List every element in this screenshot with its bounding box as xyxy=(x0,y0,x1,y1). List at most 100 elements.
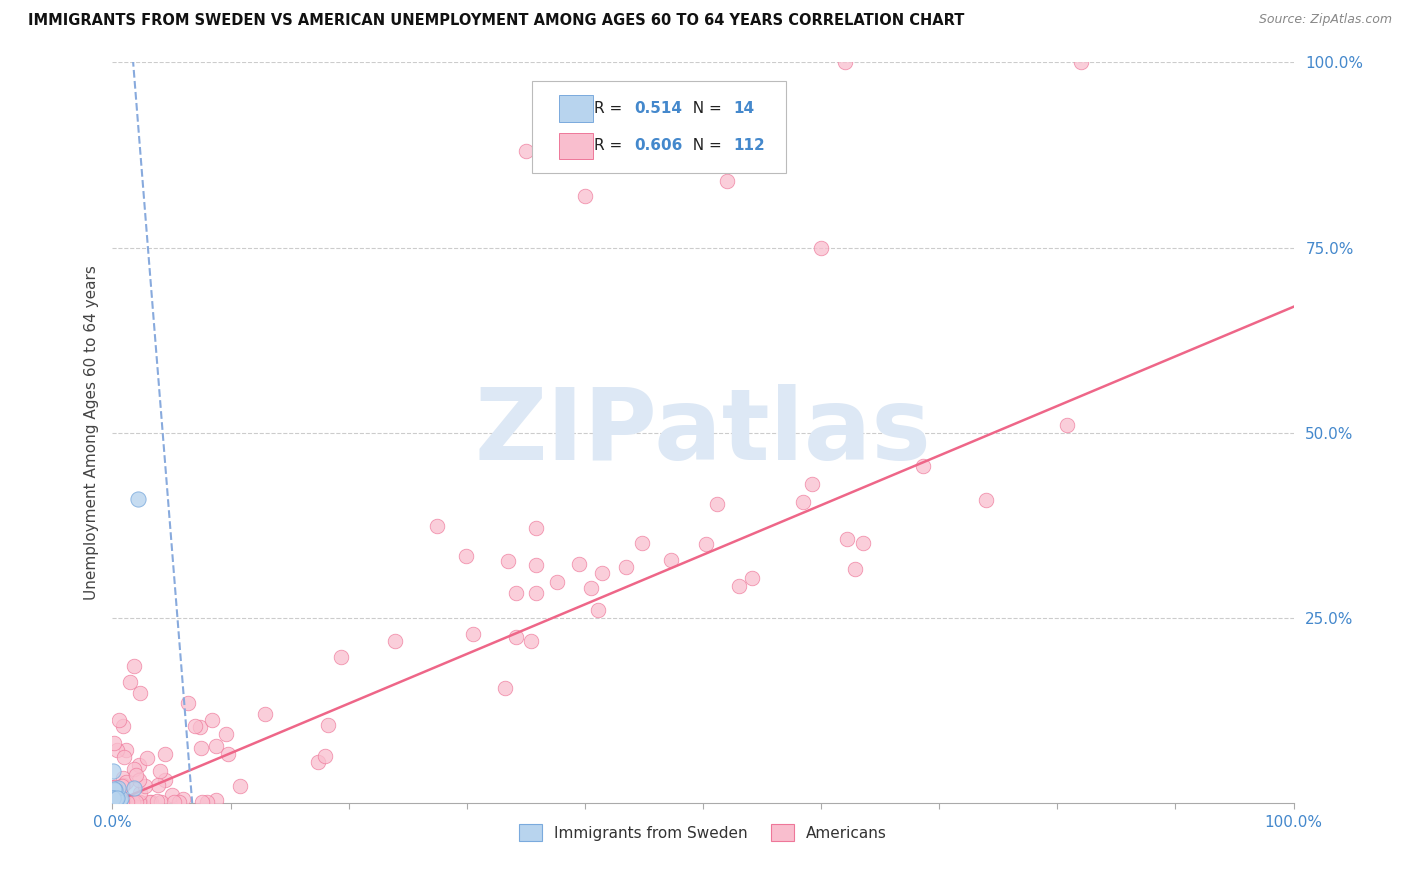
Point xyxy=(111,795,134,809)
Point xyxy=(614,560,637,574)
Point xyxy=(659,553,682,567)
Point xyxy=(188,720,211,734)
Point xyxy=(112,718,135,732)
Point xyxy=(103,782,125,797)
Y-axis label: Unemployment Among Ages 60 to 64 years: Unemployment Among Ages 60 to 64 years xyxy=(83,265,98,600)
Point xyxy=(728,578,751,592)
Point xyxy=(329,649,352,664)
Text: IMMIGRANTS FROM SWEDEN VS AMERICAN UNEMPLOYMENT AMONG AGES 60 TO 64 YEARS CORREL: IMMIGRANTS FROM SWEDEN VS AMERICAN UNEMP… xyxy=(28,13,965,29)
Point xyxy=(111,779,134,793)
Point xyxy=(695,537,717,551)
Point xyxy=(579,581,602,595)
Point xyxy=(201,713,224,727)
Point xyxy=(215,726,238,740)
Point xyxy=(122,659,145,673)
Point xyxy=(520,633,543,648)
Point xyxy=(128,757,150,772)
Point xyxy=(568,557,591,571)
Point xyxy=(115,742,138,756)
Point xyxy=(135,751,157,765)
Point xyxy=(461,627,484,641)
Point xyxy=(110,791,132,805)
Point xyxy=(834,55,856,70)
Point xyxy=(177,697,200,711)
Point xyxy=(103,791,125,805)
Point xyxy=(103,787,125,801)
Point xyxy=(384,634,406,648)
Point xyxy=(229,779,252,793)
Text: Source: ZipAtlas.com: Source: ZipAtlas.com xyxy=(1258,13,1392,27)
Point xyxy=(112,795,135,809)
Point xyxy=(426,518,449,533)
Point xyxy=(104,790,127,805)
Point xyxy=(172,792,194,806)
Text: 0.514: 0.514 xyxy=(634,101,682,116)
Point xyxy=(307,756,329,770)
Point xyxy=(495,681,517,696)
Point xyxy=(792,494,814,508)
Point xyxy=(505,585,527,599)
Point xyxy=(108,783,131,797)
Point xyxy=(524,521,547,535)
Text: N =: N = xyxy=(683,138,727,153)
Point xyxy=(591,566,613,580)
Point xyxy=(115,795,138,809)
Point xyxy=(121,795,143,809)
Point xyxy=(153,747,176,761)
Point xyxy=(631,536,654,550)
Point xyxy=(128,795,150,809)
Point xyxy=(190,795,212,809)
Point xyxy=(114,775,136,789)
Point xyxy=(145,794,167,808)
Legend: Immigrants from Sweden, Americans: Immigrants from Sweden, Americans xyxy=(513,818,893,847)
Point xyxy=(111,778,134,792)
Point xyxy=(167,795,190,809)
Point xyxy=(141,795,163,809)
Point xyxy=(112,750,135,764)
Point xyxy=(837,532,859,546)
Text: ZIPatlas: ZIPatlas xyxy=(475,384,931,481)
Point xyxy=(314,748,336,763)
Point xyxy=(128,795,150,809)
Point xyxy=(138,795,160,809)
Point xyxy=(844,562,866,576)
Point xyxy=(1070,55,1092,70)
Point xyxy=(163,795,186,809)
Point xyxy=(810,240,832,255)
Point xyxy=(103,764,125,779)
Point xyxy=(546,575,568,590)
Point xyxy=(609,145,631,159)
Point xyxy=(122,762,145,776)
Point xyxy=(160,788,183,802)
Point xyxy=(103,736,125,750)
Point xyxy=(217,747,239,761)
Point xyxy=(127,492,149,507)
Point xyxy=(124,768,146,782)
Point xyxy=(118,675,141,690)
Point xyxy=(801,477,824,491)
Point xyxy=(120,795,142,809)
Point xyxy=(524,585,547,599)
Point xyxy=(134,779,156,793)
Point xyxy=(105,785,128,799)
Point xyxy=(184,719,207,733)
Point xyxy=(128,772,150,787)
Point xyxy=(149,764,172,778)
Point xyxy=(505,630,527,644)
Point xyxy=(124,795,146,809)
Point xyxy=(104,780,127,794)
Point xyxy=(1056,417,1078,432)
Point xyxy=(108,795,131,809)
Point xyxy=(108,789,131,804)
FancyBboxPatch shape xyxy=(560,95,593,122)
Text: 14: 14 xyxy=(734,101,755,116)
Text: R =: R = xyxy=(595,101,627,116)
Point xyxy=(103,781,125,796)
Text: R =: R = xyxy=(595,138,627,153)
Point xyxy=(107,795,129,809)
Point xyxy=(103,790,125,805)
Point xyxy=(103,780,125,794)
Point xyxy=(108,793,131,807)
Point xyxy=(104,795,127,809)
Point xyxy=(104,788,127,802)
